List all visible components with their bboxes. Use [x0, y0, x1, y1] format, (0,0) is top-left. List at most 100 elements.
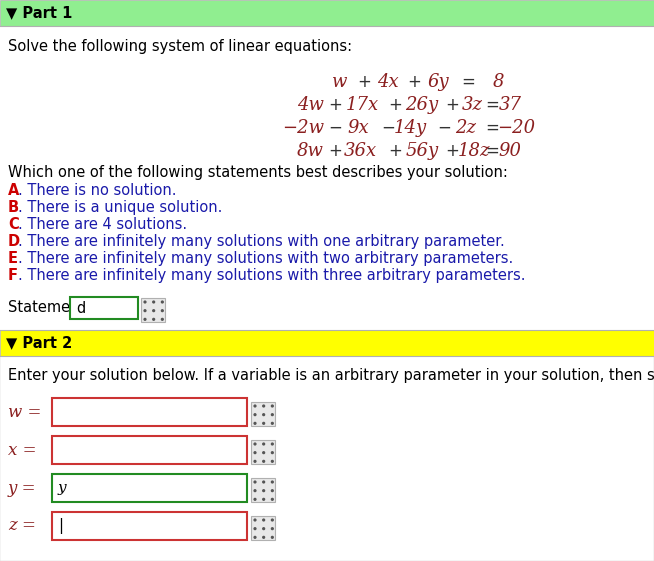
Bar — [0, 330, 654, 356]
Circle shape — [153, 319, 154, 320]
Text: 8w: 8w — [296, 142, 324, 160]
Circle shape — [271, 443, 273, 445]
Circle shape — [263, 461, 265, 462]
Circle shape — [144, 319, 146, 320]
Circle shape — [254, 528, 256, 530]
Circle shape — [144, 310, 146, 311]
Text: . There are 4 solutions.: . There are 4 solutions. — [18, 217, 187, 232]
Text: d: d — [76, 301, 85, 315]
Text: |: | — [58, 518, 63, 534]
Text: A: A — [8, 182, 20, 197]
Text: Which one of the following statements best describes your solution:: Which one of the following statements be… — [8, 164, 508, 180]
Circle shape — [254, 536, 256, 538]
Circle shape — [263, 405, 265, 407]
Text: F: F — [8, 268, 18, 283]
Circle shape — [263, 481, 265, 483]
Circle shape — [271, 481, 273, 483]
Text: +: + — [328, 142, 342, 160]
Text: 3z: 3z — [462, 96, 483, 114]
Text: +: + — [388, 96, 402, 114]
Circle shape — [271, 536, 273, 538]
Circle shape — [271, 519, 273, 521]
Text: 26y: 26y — [405, 96, 439, 114]
Circle shape — [263, 422, 265, 424]
Circle shape — [254, 414, 256, 416]
Text: 4w: 4w — [296, 96, 324, 114]
Text: C: C — [8, 217, 19, 232]
Text: =: = — [461, 73, 475, 91]
Text: . There are infinitely many solutions with two arbitrary parameters.: . There are infinitely many solutions wi… — [18, 251, 513, 265]
Circle shape — [254, 422, 256, 424]
Text: −2w: −2w — [282, 119, 324, 137]
Circle shape — [263, 536, 265, 538]
Text: B: B — [8, 200, 19, 214]
Bar — [52, 436, 247, 464]
Text: Solve the following system of linear equations:: Solve the following system of linear equ… — [8, 39, 352, 53]
Text: 36x: 36x — [343, 142, 377, 160]
Text: 4x: 4x — [377, 73, 399, 91]
Text: +: + — [388, 142, 402, 160]
Bar — [70, 297, 138, 319]
Circle shape — [254, 405, 256, 407]
Circle shape — [271, 528, 273, 530]
Circle shape — [271, 452, 273, 453]
Text: =: = — [485, 119, 499, 137]
Circle shape — [271, 461, 273, 462]
Bar — [0, 0, 654, 26]
Text: . There are infinitely many solutions with one arbitrary parameter.: . There are infinitely many solutions wi… — [18, 233, 505, 249]
Bar — [0, 356, 654, 561]
Bar — [251, 478, 275, 502]
Circle shape — [144, 301, 146, 303]
Circle shape — [263, 452, 265, 453]
Text: =: = — [485, 96, 499, 114]
Circle shape — [271, 498, 273, 500]
Circle shape — [271, 405, 273, 407]
Circle shape — [254, 443, 256, 445]
Text: +: + — [328, 96, 342, 114]
Circle shape — [254, 490, 256, 491]
Circle shape — [271, 414, 273, 416]
Circle shape — [263, 519, 265, 521]
Text: +: + — [445, 142, 459, 160]
Text: w =: w = — [8, 403, 41, 421]
Circle shape — [263, 498, 265, 500]
Text: . There is a unique solution.: . There is a unique solution. — [18, 200, 222, 214]
Text: 17x: 17x — [345, 96, 379, 114]
Circle shape — [263, 528, 265, 530]
Text: 9x: 9x — [347, 119, 369, 137]
Text: +: + — [407, 73, 421, 91]
Text: w: w — [332, 73, 348, 91]
Text: ▼ Part 1: ▼ Part 1 — [6, 6, 73, 21]
Text: z =: z = — [8, 517, 36, 535]
Text: . There is no solution.: . There is no solution. — [18, 182, 177, 197]
Text: 56y: 56y — [405, 142, 439, 160]
Circle shape — [162, 310, 164, 311]
Text: ▼ Part 2: ▼ Part 2 — [6, 335, 72, 351]
Text: 90: 90 — [498, 142, 521, 160]
Circle shape — [254, 461, 256, 462]
Bar — [251, 440, 275, 464]
Circle shape — [263, 443, 265, 445]
Circle shape — [162, 301, 164, 303]
Text: +: + — [357, 73, 371, 91]
Circle shape — [153, 310, 154, 311]
Text: E: E — [8, 251, 18, 265]
Text: =: = — [485, 142, 499, 160]
Circle shape — [254, 519, 256, 521]
Text: D: D — [8, 233, 20, 249]
Text: y: y — [58, 481, 67, 495]
Text: . There are infinitely many solutions with three arbitrary parameters.: . There are infinitely many solutions wi… — [18, 268, 526, 283]
Text: −: − — [328, 119, 342, 137]
Text: −: − — [437, 119, 451, 137]
Text: −: − — [381, 119, 395, 137]
Circle shape — [263, 490, 265, 491]
Text: 6y: 6y — [427, 73, 449, 91]
Circle shape — [153, 301, 154, 303]
Bar — [52, 474, 247, 502]
Circle shape — [162, 319, 164, 320]
Text: y =: y = — [8, 480, 37, 496]
Text: Statement:: Statement: — [8, 300, 90, 315]
Text: Enter your solution below. If a variable is an arbitrary parameter in your solut: Enter your solution below. If a variable… — [8, 367, 654, 383]
Bar — [141, 298, 165, 322]
Text: 2z: 2z — [455, 119, 477, 137]
